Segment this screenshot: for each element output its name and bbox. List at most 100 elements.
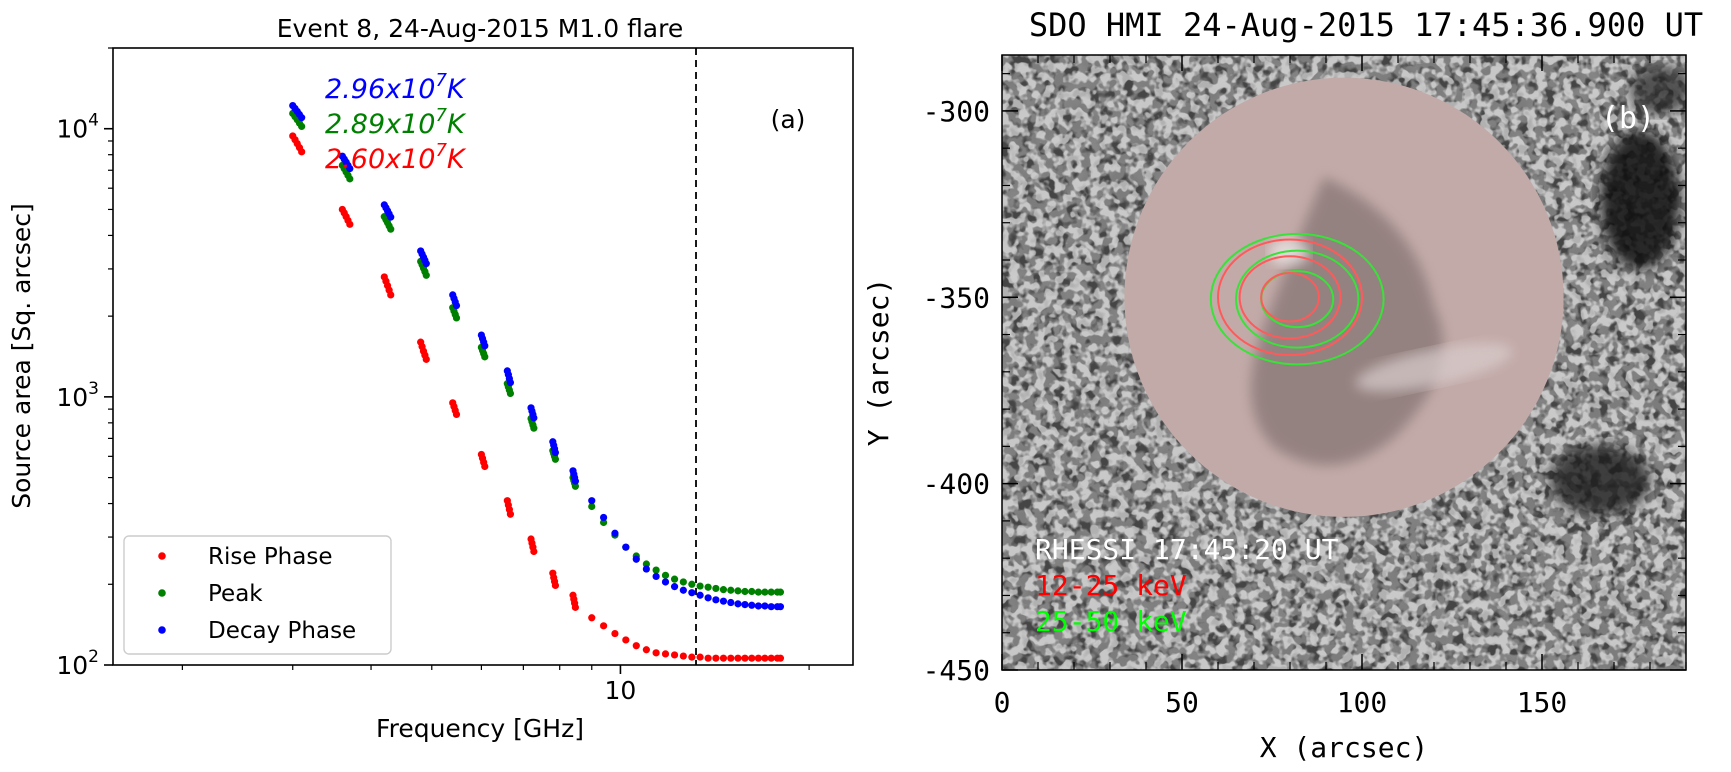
data-point [588,614,596,622]
series-decay-phase [289,101,785,611]
data-point [387,225,395,233]
data-point [767,603,775,611]
x-axis-label-b: X (arcsec) [1260,731,1429,764]
legend-label: Peak [208,581,263,607]
data-point [688,653,696,661]
data-point [754,588,762,596]
data-point [719,654,728,662]
data-point [588,502,596,511]
data-point [652,566,660,574]
red-contour [1260,272,1320,323]
y-tick-label-b: -350 [923,281,990,314]
data-point [452,301,461,310]
data-point [422,355,430,363]
data-point [530,414,538,422]
temperature-label: 2.96x107K [325,70,467,105]
legend-marker [158,626,166,634]
y-tick-label-b: -450 [923,654,990,687]
data-point [748,601,756,609]
data-point [481,342,489,350]
data-point [734,587,742,595]
legend: Rise Phase Peak Decay Phase [123,535,392,655]
data-point [776,588,785,596]
y-tick-label-b: -400 [923,468,990,501]
data-point [588,497,596,505]
x-tick-label-b: 100 [1337,686,1388,719]
x-axis-ticks-b: 0 50 100 150 [994,55,1687,719]
data-point [387,213,395,221]
data-point [761,654,769,662]
data-point [298,122,306,131]
data-point [761,588,769,596]
data-point [642,560,650,568]
data-point [734,654,742,662]
chart-title-b: SDO HMI 24-Aug-2015 17:45:36.900 UT [1029,6,1703,44]
data-point [688,580,696,588]
data-point [696,591,704,599]
rhessi-time-label: RHESSI 17:45:20 UT [1035,533,1339,566]
data-point [704,583,712,591]
data-point [704,594,712,602]
data-point [571,603,580,611]
data-point [600,518,608,527]
data-point [661,571,670,579]
data-point [422,260,430,268]
y-tick-label-b: -300 [923,95,990,128]
data-point [452,410,461,419]
data-point [696,582,704,590]
green-contour [1209,232,1385,366]
panel-b: SDO HMI 24-Aug-2015 17:45:36.900 UT -300… [862,6,1703,764]
data-point [346,220,354,228]
data-point [632,555,640,563]
legend-label: Rise Phase [208,544,333,570]
y-tick-label: 102 [56,647,99,680]
data-point [530,547,538,556]
data-point [506,389,515,398]
data-point [506,510,515,518]
data-point [679,586,687,594]
y-axis-ticks: 102 103 104 [56,47,113,680]
y-axis-ticks-b: -300 -350 -400 -450 [923,73,1686,687]
x-tick-label: 10 [605,676,637,705]
data-point [642,646,650,654]
magnetogram-image [1002,55,1686,670]
data-point [551,455,560,463]
legend-box [123,535,392,655]
data-point [767,588,775,596]
data-point [506,379,515,387]
plot-frame-b [1001,54,1687,671]
data-point [571,482,580,490]
x-axis-ticks: 10 [181,665,810,705]
plot-frame-a [112,47,854,666]
panel-label-b: (b) [1601,101,1655,136]
chart-title-a: Event 8, 24-Aug-2015 M1.0 flare [277,14,684,43]
data-point [611,529,619,537]
energy-band-low-label: 12-25 keV [1035,569,1187,602]
data-point [719,597,728,605]
data-point [387,291,395,299]
data-point [551,581,560,590]
x-tick-label-b: 50 [1165,686,1199,719]
temperature-label: 2.60x107K [325,140,467,175]
bright-spot [1269,238,1309,267]
data-point [754,602,762,610]
data-point [670,651,679,659]
data-point [622,543,630,551]
data-point [712,596,720,604]
panel-label-a: (a) [771,105,806,134]
legend-label: Decay Phase [208,618,356,644]
data-point [767,654,775,662]
data-point [754,654,762,662]
field-of-view-circle [1124,77,1564,517]
data-point [298,114,306,122]
data-point [642,565,650,573]
panel-a: 102 103 104 10 Event 8, 24-Aug-2015 M1.0 f… [7,14,854,743]
data-point [688,589,696,597]
data-point [670,575,679,583]
data-points [289,101,785,662]
energy-band-high-label: 25-50 keV [1035,605,1187,638]
data-point [679,652,687,660]
data-point [632,642,640,650]
legend-marker [158,552,166,560]
